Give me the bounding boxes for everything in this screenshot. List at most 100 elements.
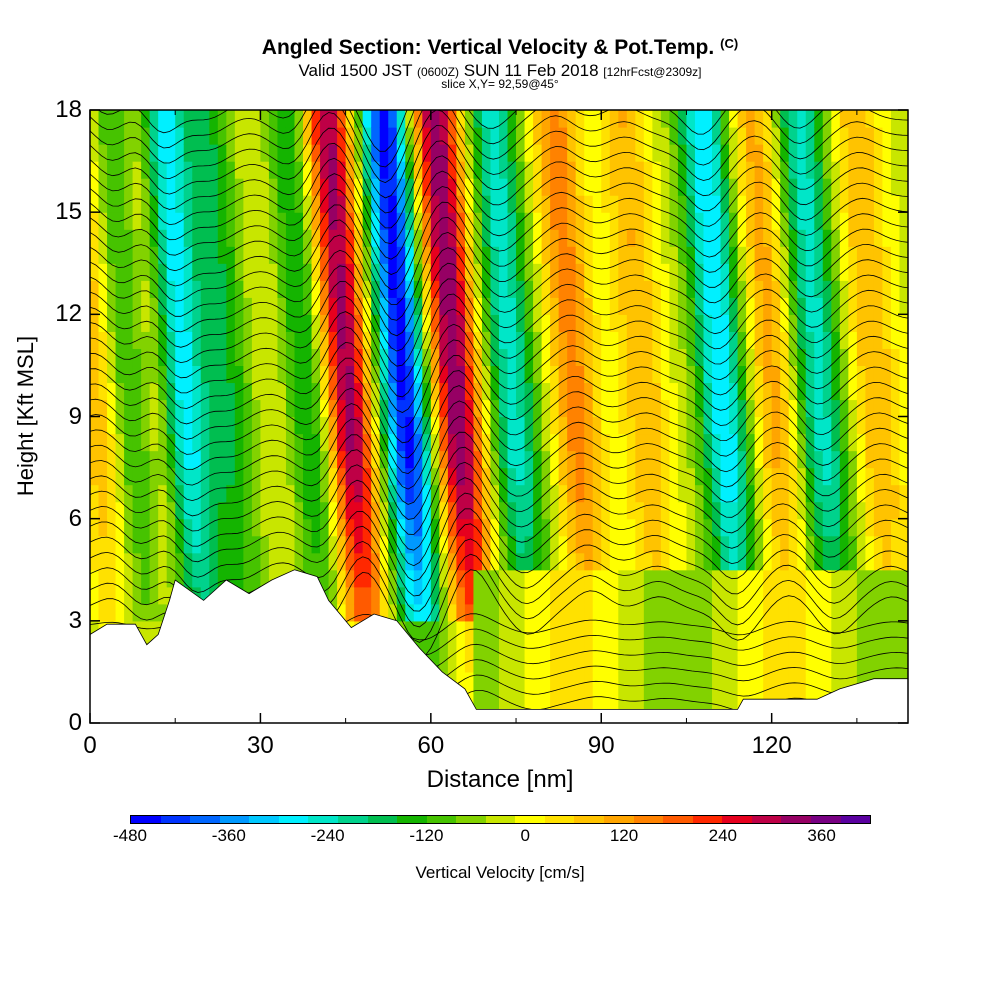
field-cell: [371, 450, 381, 469]
field-cell: [328, 467, 338, 486]
field-cell: [882, 144, 892, 162]
theta-contour-line: [90, 125, 908, 214]
field-cell: [831, 603, 841, 622]
field-cell: [899, 552, 908, 571]
field-cell: [575, 501, 585, 520]
field-cell: [90, 586, 100, 605]
field-cell: [686, 654, 696, 673]
field-cell: [575, 331, 585, 349]
field-cell: [115, 467, 125, 486]
field-cell: [473, 501, 483, 520]
field-cell: [107, 161, 117, 179]
field-cell: [712, 280, 722, 298]
field-cell: [643, 467, 653, 486]
field-cell: [839, 110, 849, 128]
field-cell: [592, 212, 602, 230]
field-cell: [516, 433, 526, 452]
field-cell: [712, 382, 722, 401]
field-cell: [90, 501, 100, 520]
field-cell: [388, 178, 398, 196]
field-cell: [899, 144, 908, 162]
field-cell: [763, 433, 773, 452]
field-cell: [677, 450, 688, 469]
field-cell: [805, 637, 815, 656]
field-cell: [439, 144, 449, 162]
field-cell: [345, 229, 355, 247]
colorbar-swatch: [426, 816, 457, 823]
field-cell: [516, 382, 526, 401]
field-cell: [524, 416, 534, 435]
field-cell: [558, 603, 568, 622]
field-cell: [788, 144, 798, 162]
field-cell: [839, 484, 849, 503]
field-cell: [592, 195, 602, 213]
field-cell: [737, 603, 747, 622]
field-cell: [609, 365, 619, 384]
field-cell: [115, 552, 125, 571]
field-cell: [567, 501, 577, 520]
field-cell: [456, 569, 466, 588]
field-cell: [209, 399, 219, 418]
field-cell: [311, 365, 321, 384]
field-cell: [124, 382, 134, 401]
field-cell: [166, 433, 176, 452]
field-cell: [115, 416, 125, 435]
field-cell: [499, 671, 509, 690]
field-cell: [234, 450, 244, 469]
field-cell: [90, 569, 100, 588]
field-cell: [516, 127, 526, 145]
field-cell: [175, 535, 185, 554]
field-cell: [149, 569, 159, 588]
field-cell: [814, 365, 824, 384]
field-cell: [822, 501, 832, 520]
field-cell: [567, 195, 577, 213]
field-cell: [822, 399, 832, 418]
field-cell: [217, 212, 227, 230]
field-cell: [601, 535, 611, 554]
field-cell: [873, 246, 884, 264]
field-cell: [422, 331, 432, 349]
field-cell: [141, 586, 151, 605]
field-cell: [277, 399, 287, 418]
field-cell: [558, 144, 568, 162]
field-cell: [592, 263, 602, 281]
field-cell: [575, 603, 585, 622]
field-cell: [814, 110, 824, 128]
field-cell: [192, 399, 202, 418]
field-cell: [626, 450, 636, 469]
field-cell: [643, 552, 653, 571]
field-cell: [115, 280, 125, 298]
field-cell: [439, 552, 449, 571]
field-cell: [686, 331, 696, 349]
field-cell: [618, 484, 628, 503]
field-cell: [618, 212, 628, 230]
field-cell: [132, 365, 142, 384]
field-cell: [780, 637, 790, 656]
field-cell: [422, 229, 432, 247]
field-cell: [814, 297, 824, 315]
theta-contour-line: [90, 140, 908, 229]
field-cell: [456, 637, 466, 656]
field-cell: [558, 484, 568, 503]
field-cell: [737, 382, 747, 401]
field-cell: [601, 331, 611, 349]
field-cell: [592, 433, 602, 452]
field-cell: [652, 178, 662, 196]
field-cell: [200, 178, 210, 196]
field-cell: [268, 450, 279, 469]
field-cell: [533, 671, 543, 690]
field-cell: [149, 518, 159, 537]
field-cell: [251, 195, 262, 213]
field-cell: [754, 501, 764, 520]
field-cell: [720, 382, 730, 401]
field-cell: [797, 484, 807, 503]
field-cell: [226, 433, 236, 452]
field-cell: [754, 229, 764, 247]
field-cell: [337, 365, 347, 384]
field-cell: [754, 246, 764, 264]
field-cell: [558, 654, 568, 673]
field-cell: [124, 314, 134, 332]
field-cell: [362, 433, 372, 452]
field-cell: [175, 110, 185, 128]
field-cell: [899, 382, 908, 401]
